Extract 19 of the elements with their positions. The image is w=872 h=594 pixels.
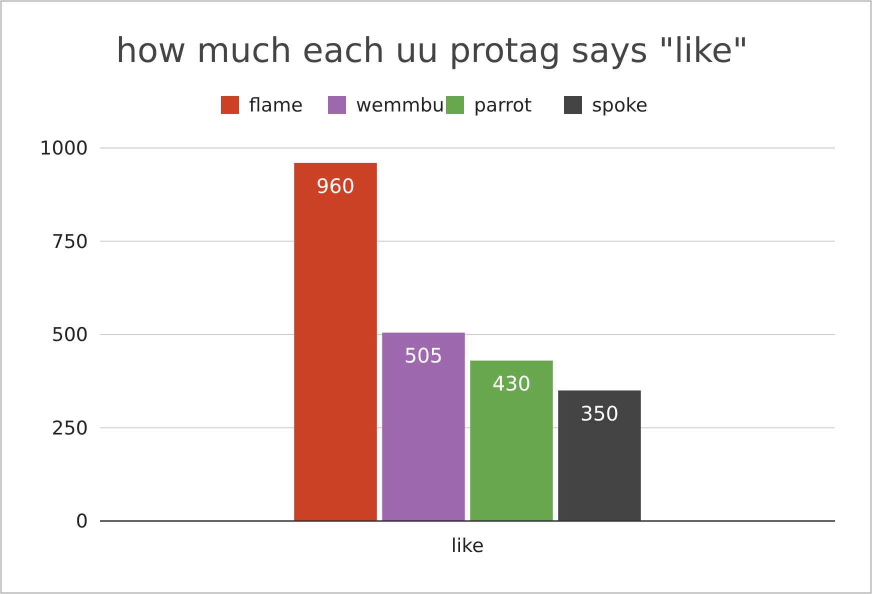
legend-label: wemmbu <box>356 94 444 117</box>
bar <box>558 390 641 521</box>
bar <box>294 162 377 521</box>
legend-label: parrot <box>474 94 532 117</box>
legend-label: spoke <box>592 94 648 117</box>
bar <box>470 360 553 521</box>
y-tick-label: 0 <box>76 510 88 533</box>
legend-label: flame <box>249 94 303 117</box>
y-tick-label: 500 <box>52 324 88 346</box>
x-tick-label: like <box>451 535 484 557</box>
chart-title: how much each uu protag says "like" <box>116 31 748 71</box>
y-tick-label: 250 <box>52 417 88 440</box>
data-label: 960 <box>316 174 355 198</box>
y-tick-label: 1000 <box>40 138 88 160</box>
data-label: 430 <box>492 372 531 396</box>
y-tick-label: 750 <box>52 230 88 253</box>
data-label: 505 <box>404 344 443 368</box>
data-label: 350 <box>580 401 619 426</box>
bar <box>382 332 465 521</box>
